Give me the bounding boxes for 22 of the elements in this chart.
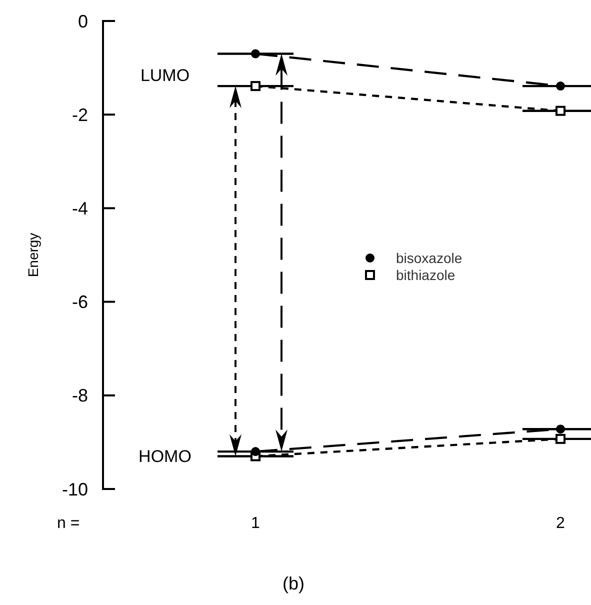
point xyxy=(556,424,565,434)
legend-label: bithiazole xyxy=(396,266,456,283)
annotation: HOMO xyxy=(138,446,192,466)
legend-label: bisoxazole xyxy=(396,250,462,266)
y-tick-label: -8 xyxy=(72,386,88,406)
point xyxy=(251,49,260,58)
point xyxy=(556,434,566,444)
y-tick-label: -2 xyxy=(72,104,88,125)
y-axis-title: Energy xyxy=(25,232,41,278)
y-tick-label: -4 xyxy=(72,198,88,218)
x-tick-label: 1 xyxy=(251,515,260,532)
annotation: LUMO xyxy=(140,66,190,85)
x-axis-title: n = xyxy=(57,515,80,532)
y-tick-label: 0 xyxy=(78,11,88,32)
text: (b) xyxy=(282,573,304,594)
point xyxy=(556,106,566,116)
y-tick-label: -10 xyxy=(62,479,88,500)
y-tick-label: -6 xyxy=(72,292,88,312)
x-tick-label: 2 xyxy=(556,515,566,532)
point xyxy=(251,447,260,456)
point xyxy=(556,82,565,91)
point xyxy=(250,81,260,92)
